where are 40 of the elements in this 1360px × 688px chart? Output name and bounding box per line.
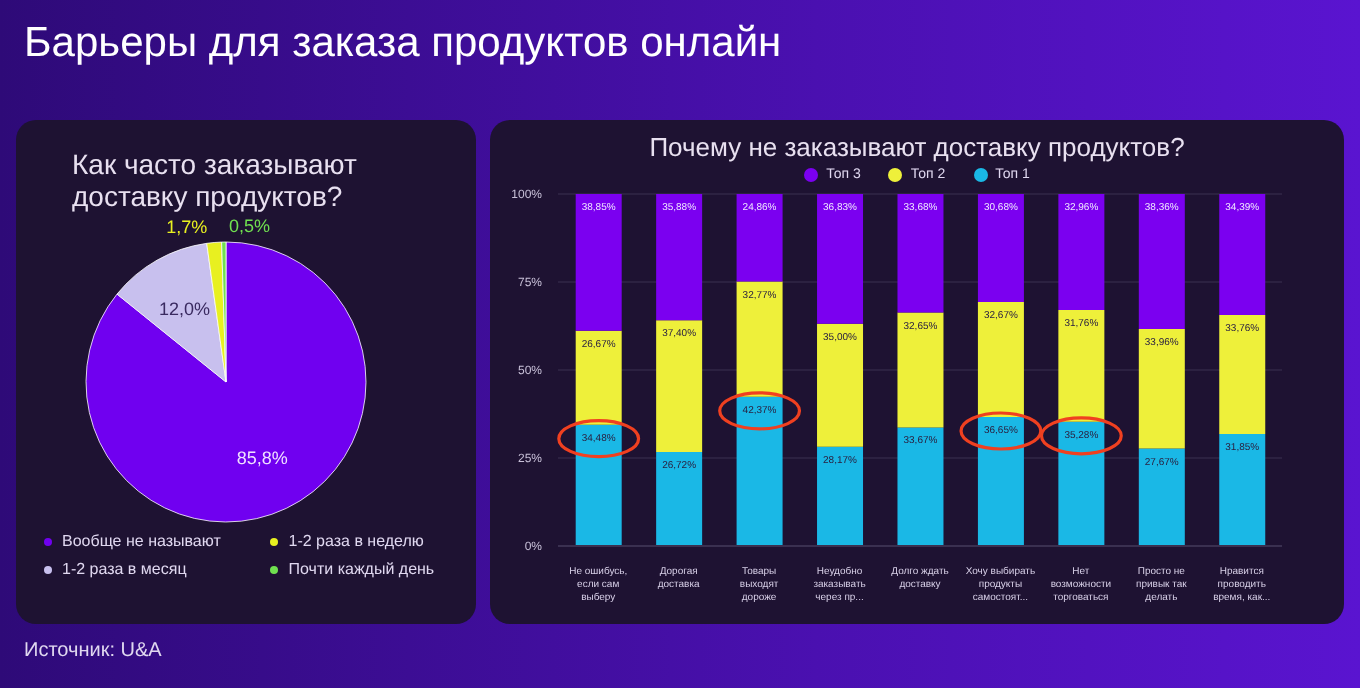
bar	[575, 424, 622, 546]
bar	[1138, 329, 1185, 449]
bar	[977, 416, 1024, 546]
bar	[1058, 310, 1105, 422]
data-label: 0,5%	[229, 216, 271, 237]
bar	[897, 312, 944, 428]
bar	[1058, 194, 1105, 311]
bar	[1219, 315, 1266, 434]
bar	[1138, 448, 1185, 546]
bar	[1219, 433, 1266, 546]
bar	[897, 194, 944, 313]
bar	[817, 323, 864, 447]
bar	[736, 396, 783, 546]
bar	[1219, 194, 1266, 316]
bar	[977, 194, 1024, 302]
bar	[575, 194, 622, 331]
data-label: 1,7%	[166, 216, 208, 237]
text: Барьеры для заказа продуктов онлайн	[24, 20, 782, 68]
chart-title: Почему не заказывают доставку продуктов?	[647, 130, 1187, 162]
legend-label: Почти каждый день	[286, 560, 437, 578]
bar	[817, 446, 864, 546]
legend-label: Вообще не называют	[60, 532, 223, 550]
bar	[656, 451, 703, 546]
bar	[1138, 194, 1185, 330]
bar	[736, 281, 783, 397]
data-label: 85,8%	[236, 447, 288, 468]
bar	[817, 194, 864, 324]
pie-slice	[85, 241, 367, 523]
data-label: 12,0%	[159, 298, 211, 319]
legend-label: 1-2 раза в месяц	[60, 560, 189, 578]
bar	[736, 194, 783, 282]
legend-label: 1-2 раза в неделю	[286, 532, 426, 550]
bar	[897, 427, 944, 546]
chart-title: Как часто заказывают доставку продуктов?	[70, 146, 359, 212]
text: Источник: U&A	[24, 640, 162, 662]
bar	[656, 194, 703, 321]
bar	[977, 301, 1024, 417]
bar	[575, 330, 622, 425]
bar	[1058, 421, 1105, 546]
bar	[656, 320, 703, 452]
